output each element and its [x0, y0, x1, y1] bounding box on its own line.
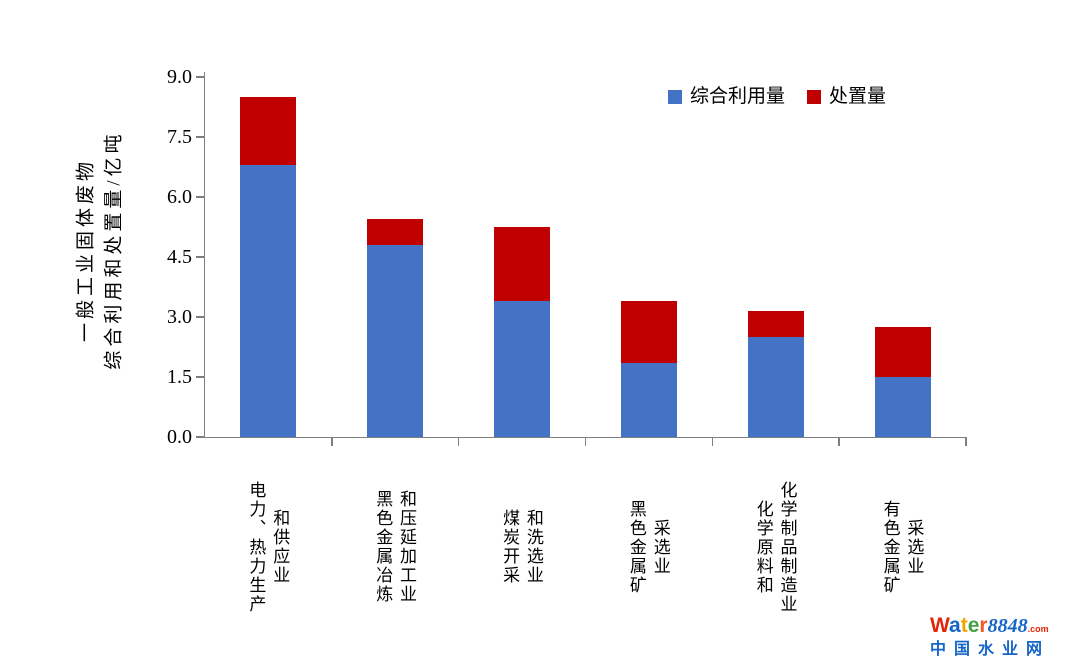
legend: 综合利用量 处置量: [668, 87, 886, 106]
y-axis-title-line1: 一般工业固体废物: [75, 158, 97, 343]
watermark-brand: Water8848.com: [930, 615, 1064, 640]
x-category-slot: 电力、热力生产 和供应业: [204, 447, 331, 659]
watermark-letter: a: [949, 614, 961, 637]
x-axis-labels: 电力、热力生产 和供应业 黑色金属冶炼 和压延加工业 煤炭开采 和洗选业 黑色金属矿 采选业化…: [204, 447, 965, 659]
y-axis-title: 一般工业固体废物 综合利用和处置量/亿吨: [72, 130, 127, 369]
utilization-swatch-icon: [668, 89, 682, 104]
watermark-letter: t: [960, 614, 968, 637]
x-category-label: 黑色金属矿 采选业: [624, 447, 672, 647]
x-category-label: 有色金属矿 采选业: [878, 447, 926, 647]
x-category-label-line: 黑色金属矿: [626, 499, 646, 595]
bar-segment-disposal: [747, 311, 804, 337]
x-category-slot: 煤炭开采 和洗选业: [458, 447, 585, 659]
y-tick-mark: [196, 256, 205, 258]
x-category-label-line: 化学原料和: [753, 499, 773, 595]
watermark-letter: r: [979, 614, 988, 637]
x-category-label-line: 电力、热力生产: [246, 480, 266, 614]
y-tick-label: 9.0: [167, 66, 192, 88]
x-category-label-line: 黑色金属冶炼: [373, 490, 393, 604]
x-category-slot: 有色金属矿 采选业: [838, 447, 965, 659]
x-tick-mark: [584, 437, 587, 446]
y-tick-mark: [196, 436, 205, 438]
y-tick-label: 7.5: [167, 126, 192, 148]
watermark-subtitle: 中国水业网: [930, 641, 1051, 658]
x-category-label: 煤炭开采 和洗选业: [497, 447, 545, 647]
legend-item-disposal: 处置量: [807, 87, 886, 106]
watermark-brand-suffix: .com: [1027, 624, 1049, 634]
disposal-swatch-icon: [807, 89, 822, 104]
bar-segment-disposal: [620, 301, 677, 363]
legend-item-utilization: 综合利用量: [668, 87, 785, 106]
bar-segment-disposal: [494, 227, 551, 301]
y-tick-label: 6.0: [167, 186, 192, 208]
legend-label-utilization: 综合利用量: [690, 86, 786, 107]
bar-segment-utilization: [367, 245, 424, 437]
x-category-label: 电力、热力生产 和供应业: [244, 447, 292, 647]
x-category-label-line: 和供应业: [270, 509, 290, 585]
y-axis-title-line2: 综合利用和处置量/亿吨: [103, 130, 124, 370]
x-category-label: 黑色金属冶炼 和压延加工业: [370, 447, 418, 647]
x-tick-mark: [711, 437, 714, 446]
x-category-label-line: 化学制品制造业: [777, 480, 797, 614]
x-category-slot: 化学原料和 化学制品制造业: [711, 447, 838, 659]
x-category-label-line: 采选业: [650, 518, 670, 576]
watermark-brand-letters: Water: [930, 614, 988, 637]
bar-segment-utilization: [494, 301, 551, 437]
bar-segment-utilization: [874, 377, 931, 437]
bar-segment-disposal: [240, 97, 297, 165]
x-category-label-line: 煤炭开采: [500, 509, 520, 585]
y-tick-label: 0.0: [167, 426, 192, 448]
x-tick-mark: [331, 437, 333, 446]
plot-area: [196, 72, 967, 446]
x-tick-mark: [457, 437, 460, 446]
x-category-label: 化学原料和 化学制品制造业: [751, 447, 799, 647]
y-tick-label: 1.5: [167, 366, 192, 388]
bar-segment-disposal: [367, 219, 424, 245]
watermark-brand-number: 8848: [987, 615, 1028, 637]
y-tick-mark: [196, 196, 205, 198]
legend-label-disposal: 处置量: [829, 86, 887, 107]
bar-segment-disposal: [874, 327, 931, 377]
y-tick-label: 3.0: [167, 306, 192, 328]
x-category-label-line: 有色金属矿: [880, 499, 900, 595]
watermark-letter: W: [930, 614, 950, 637]
bar-segment-utilization: [620, 363, 677, 437]
y-tick-mark: [196, 376, 205, 378]
watermark: Water8848.com 中国水业网: [930, 615, 1064, 660]
bar-segment-utilization: [240, 165, 297, 437]
x-category-label-line: 和压延加工业: [397, 490, 417, 604]
bar-segment-utilization: [747, 337, 804, 437]
x-category-slot: 黑色金属冶炼 和压延加工业: [331, 447, 458, 659]
y-tick-mark: [196, 316, 205, 318]
y-tick-label: 4.5: [167, 246, 192, 268]
x-tick-mark: [838, 437, 840, 446]
watermark-letter: e: [967, 614, 980, 637]
x-category-slot: 黑色金属矿 采选业: [585, 447, 712, 659]
x-category-label-line: 和洗选业: [523, 509, 543, 585]
x-category-label-line: 采选业: [904, 518, 924, 576]
x-tick-mark: [965, 437, 967, 446]
y-tick-mark: [196, 76, 205, 78]
y-tick-mark: [196, 136, 205, 138]
